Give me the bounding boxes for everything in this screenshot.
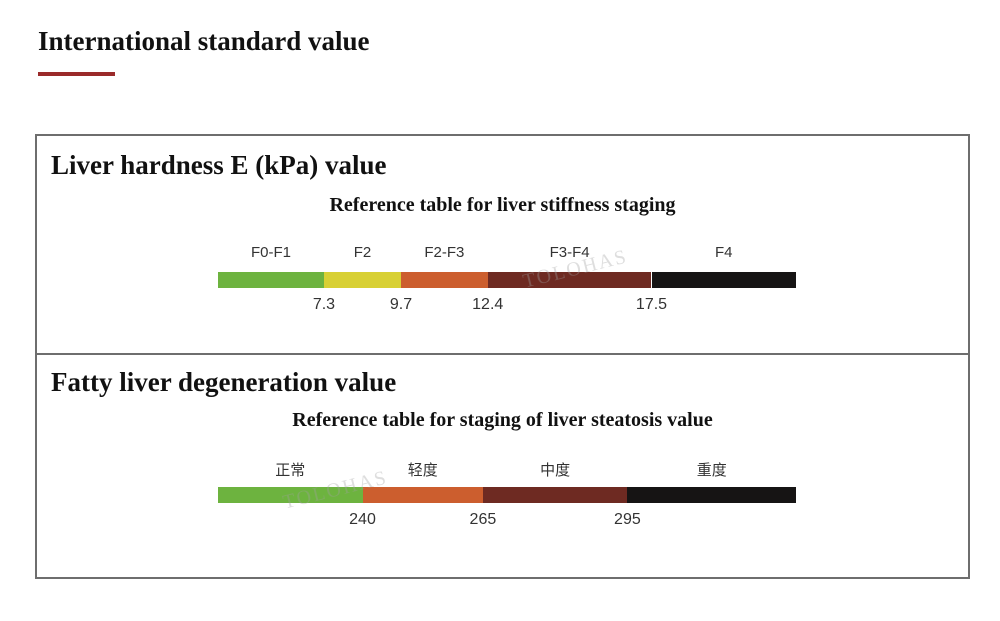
- steatosis-scale: 正常 轻度 中度 重度 240 265 295: [218, 462, 796, 528]
- steatosis-segment-3: [482, 487, 628, 503]
- steatosis-segment-1: [218, 487, 363, 503]
- stiffness-stage-label: F2: [353, 244, 372, 261]
- stiffness-stage-label: F4: [714, 244, 733, 261]
- title-underline: [38, 72, 115, 76]
- steatosis-tick-label: 240: [349, 511, 376, 528]
- stiffness-segment-3: [401, 272, 488, 288]
- steatosis-subtitle: Reference table for staging of liver ste…: [292, 409, 713, 431]
- liver-stiffness-heading: Liver hardness E (kPa) value: [51, 150, 387, 180]
- stiffness-segment-5: [651, 272, 796, 288]
- steatosis-segment-4: [627, 487, 796, 503]
- liver-stiffness-scale: F0-F1 F2 F2-F3 F3-F4 F4 7.3 9.7 12.4 17.5: [218, 244, 796, 313]
- steatosis-segment-2: [362, 487, 483, 503]
- steatosis-panel: Fatty liver degeneration value Reference…: [35, 353, 970, 579]
- stiffness-segment-2: [323, 272, 402, 288]
- steatosis-stage-label: 中度: [540, 462, 571, 479]
- steatosis-tick-label: 265: [469, 511, 497, 528]
- stiffness-tick-label: 17.5: [635, 296, 668, 313]
- stiffness-stage-label: F3-F4: [549, 244, 590, 261]
- stiffness-tick-label: 7.3: [312, 296, 336, 313]
- steatosis-heading: Fatty liver degeneration value: [51, 367, 397, 397]
- stiffness-tick-label: 9.7: [389, 296, 413, 313]
- liver-stiffness-panel: Liver hardness E (kPa) value Reference t…: [35, 134, 970, 357]
- steatosis-stage-label: 正常: [275, 462, 306, 479]
- page-title: International standard value: [38, 26, 370, 56]
- steatosis-stage-label: 重度: [696, 462, 727, 479]
- steatosis-stage-label: 轻度: [407, 462, 438, 479]
- stiffness-stage-label: F2-F3: [424, 244, 465, 261]
- stiffness-segment-1: [218, 272, 324, 288]
- stiffness-tick-label: 12.4: [472, 296, 504, 313]
- stiffness-stage-label: F0-F1: [250, 244, 291, 261]
- liver-stiffness-subtitle: Reference table for liver stiffness stag…: [329, 194, 676, 216]
- stiffness-segment-4: [487, 272, 652, 288]
- steatosis-tick-label: 295: [614, 511, 641, 528]
